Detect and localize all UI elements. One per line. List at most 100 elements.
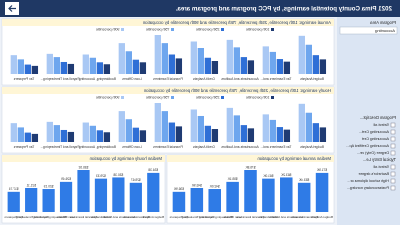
bar xyxy=(60,61,68,74)
filter-label: Program Descript... xyxy=(360,115,396,120)
checkbox[interactable] xyxy=(390,185,396,191)
data-label: $43.9K xyxy=(191,183,202,187)
bar xyxy=(190,187,204,212)
bar xyxy=(197,48,204,74)
bar xyxy=(24,64,32,74)
x-tick-label: Bookkeeping, Accounting... xyxy=(30,215,66,219)
checkbox[interactable] xyxy=(390,143,396,149)
bar xyxy=(77,170,90,212)
arrow-icon xyxy=(8,5,16,12)
bar xyxy=(168,122,176,142)
bar xyxy=(10,123,17,142)
x-tick-label: Payroll and Timekeeping... xyxy=(40,145,79,149)
checkbox[interactable] xyxy=(390,136,396,142)
bar xyxy=(211,61,219,74)
bar xyxy=(175,58,183,74)
x-tick-label: Tax Examiners and... xyxy=(261,145,292,149)
legend-label: 90th percentile xyxy=(96,96,120,100)
filter-option: Accounting Cert xyxy=(361,137,389,141)
data-label: $36.92 xyxy=(78,165,88,169)
x-tick-label: Credit Analysts xyxy=(258,215,279,219)
x-tick-label: Financial Examiners xyxy=(69,215,97,219)
bar xyxy=(132,127,140,142)
bar xyxy=(226,107,233,142)
data-label: $71.5K xyxy=(316,168,327,172)
bar xyxy=(7,191,20,212)
bar xyxy=(129,182,142,212)
bar xyxy=(96,62,104,74)
x-tick-label: Tax Preparers xyxy=(13,77,34,81)
bar xyxy=(312,55,320,74)
x-tick-label: Payroll and Timekeeping... xyxy=(179,215,215,219)
bar xyxy=(197,115,204,142)
bar xyxy=(10,55,17,74)
bar xyxy=(305,44,312,74)
bar xyxy=(96,130,104,142)
bar xyxy=(175,126,183,142)
checkbox[interactable] xyxy=(390,122,396,128)
x-tick-label: Tax Preparers xyxy=(169,215,188,219)
data-label: $61.0K xyxy=(262,174,273,178)
bar xyxy=(139,130,147,142)
bar xyxy=(42,189,55,212)
data-label: $20.19 xyxy=(44,184,54,188)
x-tick-label: Financial Examiners xyxy=(153,145,183,149)
filter-label: Typical Entry Le... xyxy=(363,157,396,162)
filter-option: Postsecondary nondeg... xyxy=(347,186,389,190)
x-tick-label: Budget Analysts xyxy=(300,77,324,81)
bar xyxy=(147,172,160,212)
bar xyxy=(298,103,305,142)
legend-label: 75th percentile xyxy=(146,96,170,100)
checkbox[interactable] xyxy=(390,178,396,184)
bar xyxy=(94,178,108,212)
checkbox[interactable] xyxy=(390,171,396,177)
bar xyxy=(172,191,186,212)
dropdown[interactable] xyxy=(339,26,398,35)
x-tick-label: Loan Officers xyxy=(122,145,142,149)
bar xyxy=(139,62,147,74)
data-label: $63.2K xyxy=(280,173,291,177)
bar xyxy=(312,123,320,142)
bar xyxy=(154,103,161,142)
legend-swatch xyxy=(221,96,224,99)
bar xyxy=(283,129,291,142)
data-label: $30.38 xyxy=(113,173,123,177)
bar xyxy=(283,61,291,74)
bar xyxy=(53,57,60,74)
x-tick-label: Loan Officers xyxy=(223,215,241,219)
bar xyxy=(269,119,276,142)
chart-title-bar xyxy=(2,19,334,26)
bar xyxy=(24,132,32,142)
bar xyxy=(319,127,327,142)
bar xyxy=(319,59,327,74)
chart-title-bar xyxy=(167,155,334,162)
legend-swatch xyxy=(171,28,174,31)
x-tick-label: Payroll and Timekeeping... xyxy=(40,77,79,81)
checkbox[interactable] xyxy=(390,150,396,156)
bar xyxy=(89,57,96,74)
filter-option: Select all xyxy=(373,165,389,169)
x-tick-label: Budget Analysts xyxy=(311,215,333,219)
filter-option: Degree (Only) ve... xyxy=(357,151,389,155)
checkbox[interactable] xyxy=(390,129,396,135)
bar xyxy=(132,59,140,74)
bar xyxy=(103,64,111,74)
bar xyxy=(46,121,53,142)
x-tick-label: Budget Analysts xyxy=(142,215,164,219)
legend-swatch xyxy=(271,28,274,31)
legend-label: 90th percentile xyxy=(96,28,120,32)
bar xyxy=(168,54,176,74)
x-tick-label: Credit Analysts xyxy=(193,77,215,81)
bar xyxy=(280,177,293,212)
bar xyxy=(276,127,284,142)
checkbox[interactable] xyxy=(390,164,396,170)
bar xyxy=(262,46,269,74)
bar xyxy=(262,178,275,212)
chart-title-bar xyxy=(2,87,334,94)
bar xyxy=(46,53,53,74)
filter-option: Accounting Certified Ap... xyxy=(346,144,389,148)
dropdown-value: Accounting xyxy=(375,28,395,33)
bar xyxy=(240,57,248,74)
chart-title: Annual earnings: 10th percentile, 25th p… xyxy=(142,20,331,25)
bar xyxy=(89,125,96,142)
